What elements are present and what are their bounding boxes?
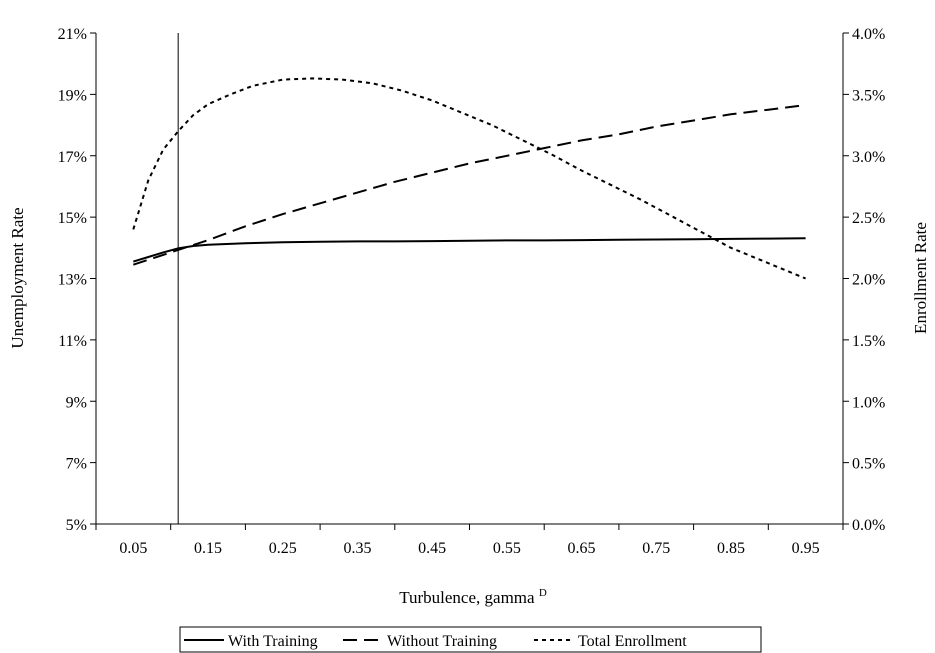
x-tick-label: 0.25 bbox=[269, 540, 297, 557]
legend-label: Without Training bbox=[387, 633, 497, 650]
right-y-axis-ticks: 0.0% 0.5% 1.0% 1.5% 2.0% 2.5% 3.0% 3.5% 4.0% bbox=[843, 26, 885, 534]
y-left-tick-label: 17% bbox=[58, 149, 87, 166]
legend-box bbox=[179, 626, 762, 653]
left-y-axis-ticks: 5% 7% 9% 11% 13% 15% 17% 19% 21% bbox=[58, 26, 96, 534]
y-right-tick-label: 0.0% bbox=[852, 517, 885, 534]
x-tick-label: 0.45 bbox=[418, 540, 446, 557]
y-axis-title-right: Enrollment Rate bbox=[911, 222, 930, 334]
x-tick-label: 0.75 bbox=[642, 540, 670, 557]
y-right-tick-label: 2.0% bbox=[852, 272, 885, 289]
y-right-tick-label: 2.5% bbox=[852, 210, 885, 227]
y-left-tick-label: 5% bbox=[66, 517, 87, 534]
x-axis-ticks: 0.05 0.15 0.25 0.35 0.45 0.55 0.65 0.75 0.85 0.95 bbox=[95, 524, 844, 557]
x-tick-label: 0.55 bbox=[493, 540, 521, 557]
y-left-tick-label: 13% bbox=[58, 272, 87, 289]
x-tick-label: 0.05 bbox=[119, 540, 147, 557]
x-tick-label: 0.15 bbox=[194, 540, 222, 557]
y-right-tick-label: 1.0% bbox=[852, 394, 885, 411]
x-tick-label: 0.85 bbox=[717, 540, 745, 557]
series-line-with-training bbox=[133, 237, 806, 263]
y-right-tick-label: 3.0% bbox=[852, 149, 885, 166]
y-left-tick-label: 9% bbox=[66, 394, 87, 411]
series-line-without-training bbox=[132, 104, 806, 266]
y-right-tick-label: 0.5% bbox=[852, 456, 885, 473]
x-tick-label: 0.65 bbox=[568, 540, 596, 557]
y-left-tick-label: 19% bbox=[58, 87, 87, 104]
x-axis-title-superscript: D bbox=[539, 587, 547, 599]
series-lines bbox=[132, 77, 806, 280]
y-left-tick-label: 11% bbox=[58, 333, 87, 350]
y-left-tick-label: 21% bbox=[58, 26, 87, 43]
series-line-total-enrollment bbox=[132, 77, 806, 280]
y-right-tick-label: 4.0% bbox=[852, 26, 885, 43]
y-left-tick-label: 7% bbox=[66, 456, 87, 473]
legend-label: Total Enrollment bbox=[578, 633, 687, 650]
x-tick-label: 0.35 bbox=[343, 540, 371, 557]
axes bbox=[95, 33, 844, 525]
y-right-tick-label: 1.5% bbox=[852, 333, 885, 350]
x-axis-title: Turbulence, gamma D bbox=[399, 587, 547, 607]
legend-label: With Training bbox=[228, 633, 318, 650]
legend: With Training Without Training Total Enrol… bbox=[179, 626, 762, 653]
x-axis-title-main: Turbulence, gamma bbox=[399, 588, 535, 607]
y-left-tick-label: 15% bbox=[58, 210, 87, 227]
x-tick-label: 0.95 bbox=[792, 540, 820, 557]
y-right-tick-label: 3.5% bbox=[852, 87, 885, 104]
y-axis-title-left: Unemployment Rate bbox=[8, 207, 27, 348]
